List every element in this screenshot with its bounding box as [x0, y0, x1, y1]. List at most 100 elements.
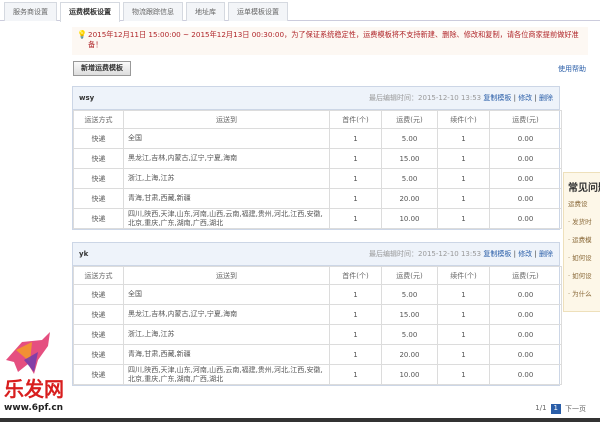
table-cell: 快递 [73, 168, 124, 189]
template-header: yk 最后编辑时间：2015-12-10 13:53 复制模板 | 修改 | 删… [73, 243, 559, 266]
notice-text: 2015年12月11日 15:00:00 ~ 2015年12月13日 00:30… [88, 30, 579, 49]
watermark-text: 乐发网 [4, 377, 64, 401]
table-cell: 10.00 [381, 364, 438, 385]
tab-waybill-templates[interactable]: 运单模板设置 [228, 2, 288, 21]
table-cell: 0.00 [489, 148, 562, 169]
table-row: 快递 全国 1 5.00 1 0.00 [73, 128, 562, 149]
tab-bar: 服务商设置 运费模板设置 物流跟踪信息 地址库 运单模板设置 [0, 0, 600, 22]
delete-link[interactable]: 删除 [539, 94, 553, 102]
faq-item[interactable]: · 运费模 [568, 236, 592, 244]
table-cell: 0.00 [489, 284, 562, 305]
faq-item[interactable]: · 如何设 [568, 254, 592, 262]
table-cell: 1 [329, 208, 382, 229]
column-header: 运费(元) [489, 266, 562, 285]
table-cell: 快递 [73, 188, 124, 209]
faq-item[interactable]: · 为什么 [568, 290, 592, 298]
table-cell: 快递 [73, 304, 124, 325]
table-row: 快递 四川,陕西,天津,山东,河南,山西,云南,福建,贵州,河北,江西,安徽,北京… [73, 364, 562, 385]
table-cell: 1 [437, 168, 490, 189]
table-cell: 快递 [73, 128, 124, 149]
tab-address-library[interactable]: 地址库 [186, 2, 225, 21]
table-cell: 四川,陕西,天津,山东,河南,山西,云南,福建,贵州,河北,江西,安徽,北京,重… [123, 364, 330, 385]
help-link[interactable]: 使用帮助 [558, 65, 586, 73]
table-row: 快递 青海,甘肃,西藏,新疆 1 20.00 1 0.00 [73, 344, 562, 365]
bottom-bar [0, 418, 600, 422]
table-cell: 0.00 [489, 188, 562, 209]
template-panel: yk 最后编辑时间：2015-12-10 13:53 复制模板 | 修改 | 删… [72, 242, 562, 386]
column-header: 运费(元) [381, 110, 438, 129]
watermark-url: www.6pf.cn [4, 403, 63, 413]
template-panel: wsy 最后编辑时间：2015-12-10 13:53 复制模板 | 修改 | … [72, 86, 562, 230]
column-header: 首件(个) [329, 266, 382, 285]
copy-template-link[interactable]: 复制模板 [483, 250, 512, 258]
table-cell: 快递 [73, 324, 124, 345]
table-cell: 浙江,上海,江苏 [123, 168, 330, 189]
table-cell: 1 [437, 188, 490, 209]
table-cell: 快递 [73, 284, 124, 305]
faq-item[interactable]: · 如何设 [568, 272, 592, 280]
edit-link[interactable]: 修改 [518, 250, 533, 258]
page-current[interactable]: 1 [550, 404, 561, 414]
faq-item[interactable]: 运费设 [568, 200, 588, 208]
last-edited: 最后编辑时间：2015-12-10 13:53 [369, 250, 482, 258]
table-cell: 快递 [73, 344, 124, 365]
logo-bull-shape [24, 352, 38, 372]
template-name: yk [79, 250, 89, 258]
table-cell: 5.00 [381, 128, 438, 149]
copy-template-link[interactable]: 复制模板 [483, 94, 512, 102]
edit-link[interactable]: 修改 [518, 94, 533, 102]
delete-link[interactable]: 删除 [539, 250, 553, 258]
table-row: 快递 四川,陕西,天津,山东,河南,山西,云南,福建,贵州,河北,江西,安徽,北京… [73, 208, 562, 229]
freight-table: 运送方式 运送到 首件(个) 运费(元) 续件(个) 运费(元) 快递 全国 1 5.00 1 0.0… [73, 110, 562, 229]
table-cell: 1 [437, 148, 490, 169]
table-cell: 四川,陕西,天津,山东,河南,山西,云南,福建,贵州,河北,江西,安徽,北京,重… [123, 208, 330, 229]
column-header: 运费(元) [381, 266, 438, 285]
table-cell: 黑龙江,吉林,内蒙古,辽宁,宁夏,海南 [123, 148, 330, 169]
page-info: 1/1 [535, 404, 547, 412]
table-cell: 青海,甘肃,西藏,新疆 [123, 188, 330, 209]
table-header: 运送方式 运送到 首件(个) 运费(元) 续件(个) 运费(元) [73, 110, 562, 129]
column-header: 续件(个) [437, 266, 490, 285]
table-cell: 0.00 [489, 208, 562, 229]
faq-item[interactable]: · 发货时 [568, 218, 592, 226]
table-cell: 1 [437, 208, 490, 229]
table-cell: 快递 [73, 208, 124, 229]
next-page-button[interactable]: 下一页 [565, 405, 586, 413]
table-cell: 全国 [123, 128, 330, 149]
table-cell: 5.00 [381, 324, 438, 345]
table-row: 快递 全国 1 5.00 1 0.00 [73, 284, 562, 305]
table-cell: 全国 [123, 284, 330, 305]
tab-service-settings[interactable]: 服务商设置 [4, 2, 57, 21]
table-cell: 5.00 [381, 168, 438, 189]
new-template-button[interactable]: 新增运费模板 [73, 61, 131, 76]
column-header: 首件(个) [329, 110, 382, 129]
table-cell: 1 [329, 128, 382, 149]
table-cell: 1 [437, 324, 490, 345]
table-cell: 1 [329, 284, 382, 305]
table-cell: 1 [437, 128, 490, 149]
last-edited: 最后编辑时间：2015-12-10 13:53 [369, 94, 482, 102]
table-cell: 1 [329, 188, 382, 209]
table-cell: 0.00 [489, 364, 562, 385]
table-cell: 1 [329, 344, 382, 365]
table-cell: 1 [437, 344, 490, 365]
table-row: 快递 黑龙江,吉林,内蒙古,辽宁,宁夏,海南 1 15.00 1 0.00 [73, 148, 562, 169]
table-cell: 1 [437, 364, 490, 385]
table-cell: 1 [437, 304, 490, 325]
tab-freight-templates[interactable]: 运费模板设置 [60, 2, 120, 22]
table-row: 快递 青海,甘肃,西藏,新疆 1 20.00 1 0.00 [73, 188, 562, 209]
faq-popup: 常见问题 运费设 · 发货时 · 运费模 · 如何设 · 如何设 · 为什么 [563, 172, 600, 312]
faq-title: 常见问题 [568, 183, 600, 194]
table-cell: 青海,甘肃,西藏,新疆 [123, 344, 330, 365]
table-cell: 0.00 [489, 304, 562, 325]
watermark-logo: 乐发网 www.6pf.cn [4, 332, 64, 413]
table-cell: 20.00 [381, 344, 438, 365]
tab-logistics-tracking[interactable]: 物流跟踪信息 [123, 2, 183, 21]
table-cell: 1 [329, 364, 382, 385]
table-row: 快递 浙江,上海,江苏 1 5.00 1 0.00 [73, 168, 562, 189]
lightbulb-icon: 💡 [77, 30, 87, 39]
notice-banner: 💡 2015年12月11日 15:00:00 ~ 2015年12月13日 00:… [72, 27, 588, 55]
table-cell: 1 [329, 168, 382, 189]
table-cell: 1 [329, 324, 382, 345]
table-row: 快递 浙江,上海,江苏 1 5.00 1 0.00 [73, 324, 562, 345]
